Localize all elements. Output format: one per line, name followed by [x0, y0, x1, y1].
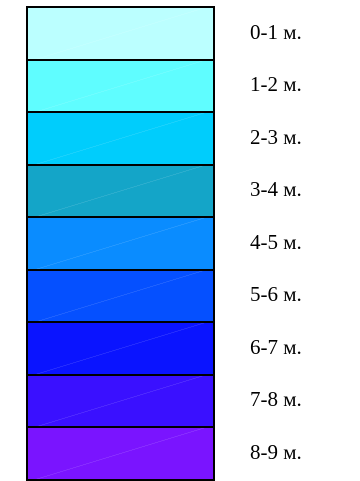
legend-label-8-9: 8-9 м.	[250, 439, 302, 464]
swatch-3-4	[28, 165, 213, 218]
swatch-7-8	[28, 375, 213, 428]
color-swatch-column	[26, 6, 215, 481]
legend-label-7-8: 7-8 м.	[250, 387, 302, 412]
swatch-0-1	[28, 8, 213, 61]
legend-label-3-4: 3-4 м.	[250, 177, 302, 202]
legend-label-1-2: 1-2 м.	[250, 72, 302, 97]
legend-label-2-3: 2-3 м.	[250, 124, 302, 149]
legend-label-5-6: 5-6 м.	[250, 282, 302, 307]
swatch-6-7	[28, 323, 213, 376]
legend-label-6-7: 6-7 м.	[250, 334, 302, 359]
swatch-5-6	[28, 270, 213, 323]
swatch-2-3	[28, 113, 213, 166]
swatch-8-9	[28, 428, 213, 481]
swatch-4-5	[28, 218, 213, 271]
legend-label-0-1: 0-1 м.	[250, 19, 302, 44]
legend-labels: 0-1 м. 1-2 м. 2-3 м. 3-4 м. 4-5 м. 5-6 м…	[250, 6, 302, 479]
legend-label-4-5: 4-5 м.	[250, 229, 302, 254]
swatch-1-2	[28, 60, 213, 113]
